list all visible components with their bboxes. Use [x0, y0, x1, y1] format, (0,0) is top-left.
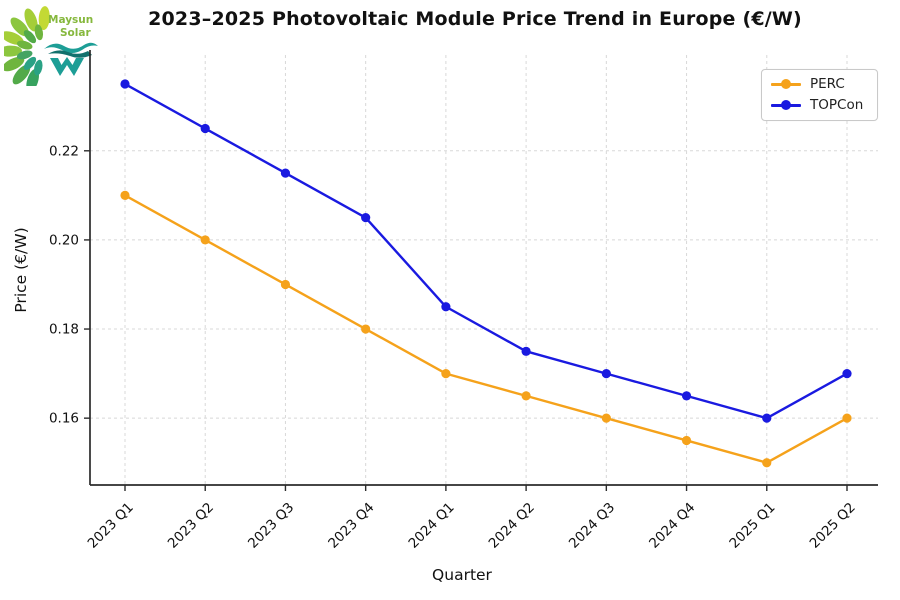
x-tick-label: 2025 Q2: [807, 500, 859, 552]
x-axis-title: Quarter: [432, 566, 493, 584]
data-point-topcon-4: [441, 302, 451, 312]
legend-label-topcon: TOPCon: [810, 96, 864, 113]
logo-text-solar: Solar: [60, 27, 91, 39]
legend-item-topcon: TOPCon: [771, 96, 867, 113]
data-point-perc-9: [842, 413, 852, 423]
y-tick-label: 0.18: [49, 322, 79, 338]
data-point-topcon-9: [842, 369, 852, 379]
y-tick-label: 0.20: [49, 232, 79, 248]
data-point-perc-7: [681, 435, 692, 446]
data-point-perc-1: [200, 235, 210, 245]
y-tick-label: 0.22: [49, 143, 79, 159]
logo-wave-m-mark: [44, 42, 98, 76]
x-tick-label: 2023 Q4: [325, 500, 377, 552]
data-point-perc-5: [521, 391, 531, 401]
data-point-topcon-6: [601, 369, 611, 379]
legend-marker-topcon: [771, 100, 801, 111]
x-tick-label: 2024 Q3: [566, 500, 618, 552]
data-point-perc-2: [280, 279, 291, 290]
data-point-topcon-1: [200, 123, 210, 134]
x-tick-label: 2025 Q1: [726, 500, 778, 552]
data-point-topcon-5: [521, 346, 531, 356]
data-point-topcon-7: [681, 391, 692, 401]
logo-text-maysun: Maysun: [48, 14, 93, 26]
legend-label-perc: PERC: [810, 76, 845, 92]
x-tick-label: 2023 Q2: [165, 500, 217, 552]
x-tick-label: 2024 Q1: [405, 500, 457, 552]
data-point-perc-4: [441, 369, 451, 379]
data-point-topcon-0: [120, 79, 130, 89]
data-point-topcon-8: [762, 413, 772, 423]
legend: PERC TOPCon: [761, 69, 878, 121]
y-tick-label: 0.16: [49, 411, 79, 427]
maysun-solar-logo: Maysun Solar: [4, 6, 98, 86]
chart-title: 2023–2025 Photovoltaic Module Price Tren…: [148, 8, 802, 30]
legend-marker-perc: [771, 79, 801, 90]
legend-item-perc: PERC: [771, 77, 867, 92]
x-tick-label: 2024 Q2: [486, 500, 538, 552]
x-tick-label: 2023 Q3: [245, 500, 297, 552]
data-point-perc-0: [120, 190, 130, 200]
data-point-topcon-2: [280, 168, 291, 178]
x-tick-label: 2024 Q4: [646, 500, 698, 552]
logo-leaf-fan: [4, 6, 50, 86]
data-point-perc-3: [361, 324, 371, 334]
y-axis-title: Price (€/W): [12, 227, 30, 312]
data-point-perc-6: [601, 413, 611, 423]
x-tick-label: 2023 Q1: [85, 500, 137, 552]
data-point-topcon-3: [361, 213, 371, 223]
series-line-topcon: [123, 82, 849, 420]
data-point-perc-8: [762, 458, 772, 468]
series-line-perc: [123, 194, 849, 464]
